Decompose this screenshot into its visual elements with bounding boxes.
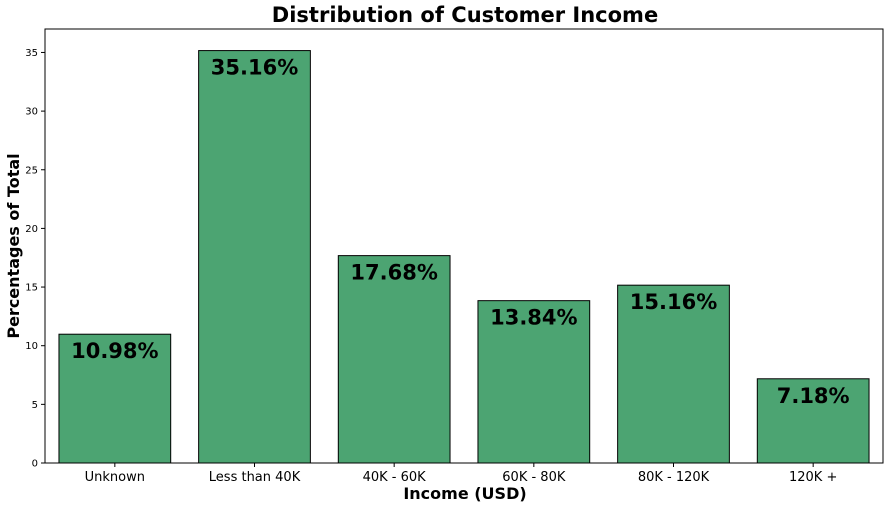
bar-label-unknown: 10.98% — [71, 339, 158, 363]
bar-unknown — [58, 333, 172, 464]
bar-40k-60k — [337, 255, 451, 464]
bar-60k-80k — [477, 300, 591, 464]
y-tick-label-15: 15 — [25, 283, 38, 294]
bar-label-60k-80k: 13.84% — [490, 306, 577, 330]
bar-label-40k-60k: 17.68% — [350, 261, 437, 285]
x-axis: Unknown Less than 40K 40K - 60K 60K - 80K 80… — [85, 463, 837, 485]
y-axis-label: Percentages of Total — [4, 153, 23, 338]
x-tick-label-unknown: Unknown — [85, 470, 145, 485]
y-axis: 0 5 10 15 20 25 30 35 — [25, 48, 45, 470]
y-tick-label-30: 30 — [25, 107, 38, 118]
bar-less-than-40k — [198, 50, 311, 464]
x-tick-label-less-than-40k: Less than 40K — [209, 470, 301, 485]
y-tick-label-25: 25 — [25, 165, 38, 176]
plot-frame — [44, 28, 884, 464]
bars-layer — [58, 50, 870, 464]
y-tick-label-20: 20 — [25, 224, 38, 235]
bar-label-less-than-40k: 35.16% — [211, 56, 298, 80]
y-tick-label-35: 35 — [25, 48, 38, 59]
bar-120k — [756, 378, 870, 464]
x-tick-label-80k-120k: 80K - 120K — [638, 470, 710, 485]
y-tick-label-0: 0 — [32, 459, 38, 470]
y-tick-label-5: 5 — [32, 400, 38, 411]
x-axis-label: Income (USD) — [403, 484, 526, 503]
bar-80k-120k — [617, 284, 730, 464]
x-tick-label-60k-80k: 60K - 80K — [502, 470, 566, 485]
bar-labels-layer: 10.98% 35.16% 17.68% 13.84% 15.16% 7.18% — [71, 56, 849, 408]
y-tick-label-10: 10 — [25, 341, 38, 352]
bar-label-120k: 7.18% — [777, 384, 850, 408]
x-tick-label-40k-60k: 40K - 60K — [363, 470, 427, 485]
x-tick-label-120k: 120K + — [789, 470, 837, 485]
chart-title: Distribution of Customer Income — [272, 3, 658, 27]
bar-label-80k-120k: 15.16% — [630, 290, 717, 314]
